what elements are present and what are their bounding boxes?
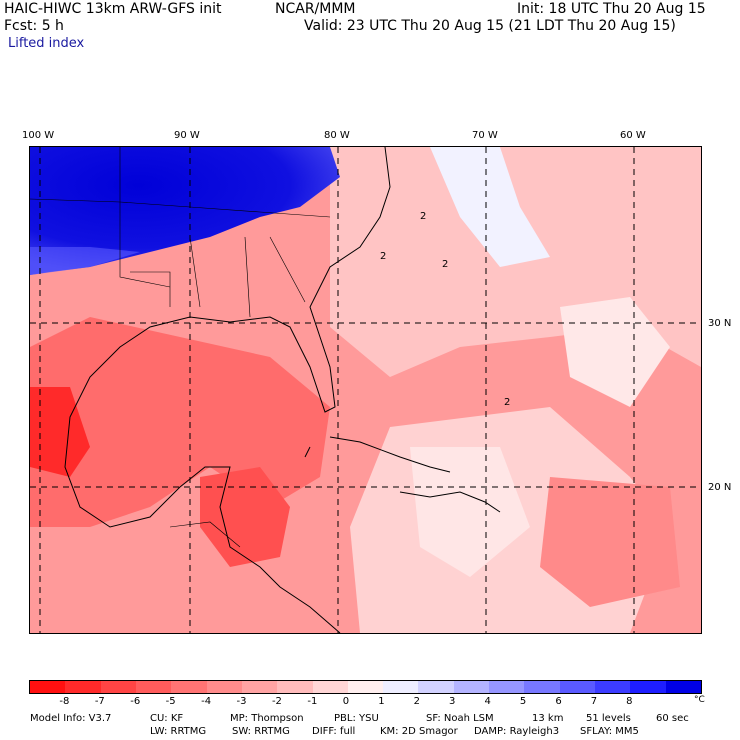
colorbar-tick-label: -2 bbox=[271, 696, 282, 707]
colorbar-tick-label: 2 bbox=[413, 696, 420, 707]
contour-label: 2 bbox=[504, 397, 510, 408]
colorbar-swatch bbox=[135, 681, 172, 693]
colorbar-tick-label: 8 bbox=[626, 696, 633, 707]
graticule bbox=[30, 147, 701, 633]
colorbar-swatch bbox=[418, 681, 454, 693]
info-model: Model Info: V3.7 bbox=[30, 713, 112, 724]
colorbar-swatch bbox=[30, 681, 66, 693]
colorbar-tick-label: 3 bbox=[449, 696, 456, 707]
colorbar-swatch bbox=[383, 681, 419, 693]
colorbar-tick-label: -4 bbox=[201, 696, 212, 707]
lon-label-80w: 80 W bbox=[324, 130, 350, 141]
colorbar-tick-label: 7 bbox=[590, 696, 598, 707]
colorbar-tick-label: 4 bbox=[484, 696, 491, 707]
info-km: KM: 2D Smagor bbox=[380, 726, 458, 737]
stable-edge bbox=[30, 247, 140, 275]
info-sflay: SFLAY: MM5 bbox=[580, 726, 639, 737]
colorbar-swatch bbox=[453, 681, 490, 693]
info-damp: DAMP: Rayleigh3 bbox=[474, 726, 560, 737]
field-name: Lifted index bbox=[8, 36, 85, 51]
colorbar-tick-label: -6 bbox=[130, 696, 141, 707]
colorbar-swatch bbox=[559, 681, 595, 693]
info-res: 13 km bbox=[532, 713, 564, 724]
colorbar-swatch bbox=[524, 681, 560, 693]
stable-blue-region bbox=[30, 147, 340, 275]
info-diff: DIFF: full bbox=[312, 726, 356, 737]
lat-label-30n: 30 N bbox=[708, 318, 732, 329]
org-label: NCAR/MMM bbox=[275, 1, 356, 17]
colorbar-swatch bbox=[277, 681, 313, 693]
caribbean-neutral bbox=[410, 447, 530, 577]
political-borders bbox=[29, 147, 331, 548]
info-timestep: 60 sec bbox=[656, 713, 689, 724]
yucatan-unstable bbox=[200, 467, 290, 567]
atlantic-neutral bbox=[560, 297, 670, 407]
colorbar-tick-label: -1 bbox=[307, 696, 318, 707]
info-lw: LW: RRTMG bbox=[150, 726, 207, 737]
contour-label: 2 bbox=[442, 259, 448, 270]
colorbar-tick-label: -3 bbox=[236, 696, 247, 707]
lon-label-100w: 100 W bbox=[22, 130, 55, 141]
info-cu: CU: KF bbox=[150, 713, 184, 724]
offshore-neutral bbox=[430, 147, 550, 267]
info-levels: 51 levels bbox=[586, 713, 631, 724]
colorbar-swatch bbox=[241, 681, 278, 693]
info-pbl: PBL: YSU bbox=[334, 713, 379, 724]
colorbar-swatch bbox=[65, 681, 101, 693]
init-time: Init: 18 UTC Thu 20 Aug 15 bbox=[517, 1, 706, 17]
info-sf: SF: Noah LSM bbox=[426, 713, 494, 724]
map-canvas: 2 2 2 2 bbox=[29, 146, 701, 634]
texas-coast-unstable bbox=[30, 387, 90, 477]
lifted-index-map: 2 2 2 2 bbox=[29, 146, 702, 634]
colorbar-unit: °C bbox=[694, 695, 705, 705]
colorbar-swatch bbox=[347, 681, 384, 693]
colorbar bbox=[29, 680, 702, 694]
colorbar-swatch bbox=[630, 681, 666, 693]
lon-label-70w: 70 W bbox=[472, 130, 498, 141]
colorbar-tick-label: 6 bbox=[555, 696, 562, 707]
model-title: HAIC-HIWC 13km ARW-GFS init bbox=[4, 1, 222, 17]
colorbar-tick-label: 1 bbox=[378, 696, 385, 707]
forecast-hour: Fcst: 5 h bbox=[4, 18, 64, 34]
info-sw: SW: RRTMG bbox=[232, 726, 290, 737]
coastlines bbox=[64, 146, 501, 634]
colorbar-swatch bbox=[206, 681, 242, 693]
colorbar-tick-label: 0 bbox=[342, 696, 350, 707]
colorbar-tick-label: -5 bbox=[165, 696, 176, 707]
colorbar-swatch bbox=[171, 681, 207, 693]
contour-label: 2 bbox=[420, 211, 426, 222]
colorbar-swatch bbox=[595, 681, 631, 693]
colorbar-swatch bbox=[489, 681, 525, 693]
colorbar-swatch bbox=[100, 681, 136, 693]
colorbar-tick-label: -8 bbox=[59, 696, 70, 707]
lon-label-60w: 60 W bbox=[620, 130, 646, 141]
lat-label-20n: 20 N bbox=[708, 482, 732, 493]
east-caribbean bbox=[540, 477, 680, 607]
info-mp: MP: Thompson bbox=[230, 713, 304, 724]
valid-time: Valid: 23 UTC Thu 20 Aug 15 (21 LDT Thu … bbox=[304, 18, 676, 34]
colorbar-tick-label: -7 bbox=[94, 696, 105, 707]
colorbar-swatch bbox=[312, 681, 348, 693]
lon-label-90w: 90 W bbox=[174, 130, 200, 141]
colorbar-tick-label: 5 bbox=[519, 696, 527, 707]
colorbar-swatch bbox=[665, 681, 701, 693]
contour-label: 2 bbox=[380, 251, 386, 262]
